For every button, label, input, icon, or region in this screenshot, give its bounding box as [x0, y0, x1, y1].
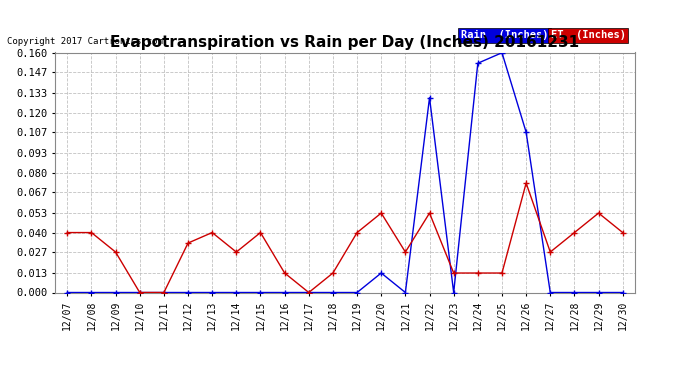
Title: Evapotranspiration vs Rain per Day (Inches) 20161231: Evapotranspiration vs Rain per Day (Inch… — [110, 35, 580, 50]
Text: Rain  (Inches): Rain (Inches) — [461, 30, 549, 40]
Text: ET  (Inches): ET (Inches) — [551, 30, 626, 40]
Text: Copyright 2017 Cartronics.com: Copyright 2017 Cartronics.com — [7, 38, 163, 46]
